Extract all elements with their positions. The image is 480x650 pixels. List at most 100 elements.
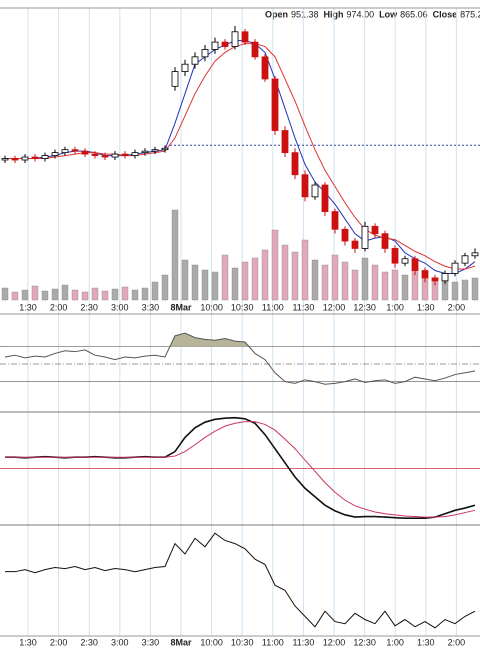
candle-body	[21, 156, 29, 161]
time-label: 2:00	[448, 302, 466, 312]
candle-body	[401, 258, 409, 264]
candle-body	[151, 149, 159, 152]
volume-bar	[381, 271, 389, 301]
time-label: 3:30	[142, 637, 160, 647]
volume-bar	[181, 259, 189, 301]
candle-body	[331, 211, 339, 230]
time-label: 11:30	[292, 637, 314, 647]
time-label: 10:30	[231, 637, 254, 647]
candle-body	[201, 49, 209, 58]
time-label: 11:00	[262, 637, 284, 647]
time-label: 10:00	[200, 637, 223, 647]
header-value: 974.00	[347, 9, 375, 19]
candle-body	[391, 248, 399, 264]
volume-bar	[151, 281, 159, 301]
time-label: 3:00	[111, 637, 129, 647]
indicator-line	[4, 332, 476, 385]
volume-bar	[71, 289, 79, 301]
time-label: 1:30	[417, 302, 435, 312]
candle-body	[31, 156, 39, 159]
candle-body	[301, 174, 309, 198]
candle-body	[1, 158, 9, 161]
candle-body	[111, 153, 119, 158]
volume-bar	[11, 291, 19, 301]
volume-bar	[451, 281, 459, 301]
volume-bar	[321, 264, 329, 301]
candle-body	[231, 31, 239, 47]
candle-body	[121, 153, 129, 156]
volume-bar	[31, 285, 39, 301]
indicator-line	[5, 532, 476, 629]
volume-bar	[271, 229, 279, 301]
volume-bar	[311, 259, 319, 301]
volume-bar	[121, 286, 129, 301]
volume-bar	[111, 288, 119, 301]
volume-bar	[371, 264, 379, 301]
header-value: 865.06	[400, 9, 428, 19]
volume-bar	[201, 269, 209, 301]
volume-bar	[41, 290, 49, 301]
time-label: 10:30	[231, 302, 254, 312]
volume-bar	[191, 264, 199, 301]
time-label: 1:30	[19, 302, 37, 312]
volume-bar	[461, 279, 469, 301]
volume-bar	[101, 290, 109, 301]
volume-bar	[331, 254, 339, 301]
header-label: Low	[379, 9, 398, 19]
volume-bar	[211, 271, 219, 301]
volume-bar	[81, 291, 89, 301]
volume-bar	[241, 261, 249, 301]
candle-body	[211, 41, 219, 50]
volume-bar	[21, 289, 29, 301]
candle-body	[441, 273, 449, 282]
time-label: 11:00	[262, 302, 284, 312]
volume-bar	[301, 239, 309, 301]
time-label: 8Mar	[170, 302, 192, 312]
time-label: 8Mar	[170, 637, 192, 647]
candle-body	[321, 184, 329, 212]
volume-bar	[221, 254, 229, 301]
candle-body	[11, 158, 19, 161]
candle-body	[241, 31, 249, 43]
candle-body	[41, 155, 49, 159]
candle-body	[161, 147, 169, 151]
candle-body	[431, 277, 439, 282]
time-label: 2:00	[50, 637, 68, 647]
candle-body	[81, 150, 89, 155]
time-label: 12:30	[353, 302, 376, 312]
time-label: 1:30	[417, 637, 435, 647]
time-label: 11:30	[292, 302, 314, 312]
volume-bar	[251, 257, 259, 301]
volume-bar	[131, 289, 139, 301]
volume-bar	[471, 277, 479, 301]
volume-bar	[161, 274, 169, 301]
indicator-line	[5, 421, 476, 518]
candle-body	[51, 152, 59, 156]
volume-bar	[351, 269, 359, 301]
volume-bar	[401, 274, 409, 301]
header: Open951.38High974.00Low865.06Close875.28…	[265, 9, 480, 19]
time-label: 12:30	[353, 637, 376, 647]
time-label: 2:00	[448, 637, 466, 647]
time-label: 1:00	[386, 302, 404, 312]
candle-body	[221, 41, 229, 47]
candle-body	[341, 228, 349, 242]
volume-bar	[341, 261, 349, 301]
time-label: 12:00	[323, 302, 346, 312]
candle-body	[131, 152, 139, 156]
volume-bar	[361, 257, 369, 301]
volume-bar	[51, 288, 59, 301]
volume-bar	[291, 251, 299, 301]
candle-body	[191, 56, 199, 65]
candle-body	[311, 184, 319, 198]
candle-body	[451, 262, 459, 274]
volume-bar	[281, 244, 289, 301]
time-label: 3:30	[142, 302, 160, 312]
candle-body	[471, 252, 479, 257]
time-label: 10:00	[200, 302, 223, 312]
candle-body	[421, 270, 429, 279]
candle-body	[381, 233, 389, 249]
header-value: 951.38	[291, 9, 319, 19]
header-label: Close	[433, 9, 458, 19]
